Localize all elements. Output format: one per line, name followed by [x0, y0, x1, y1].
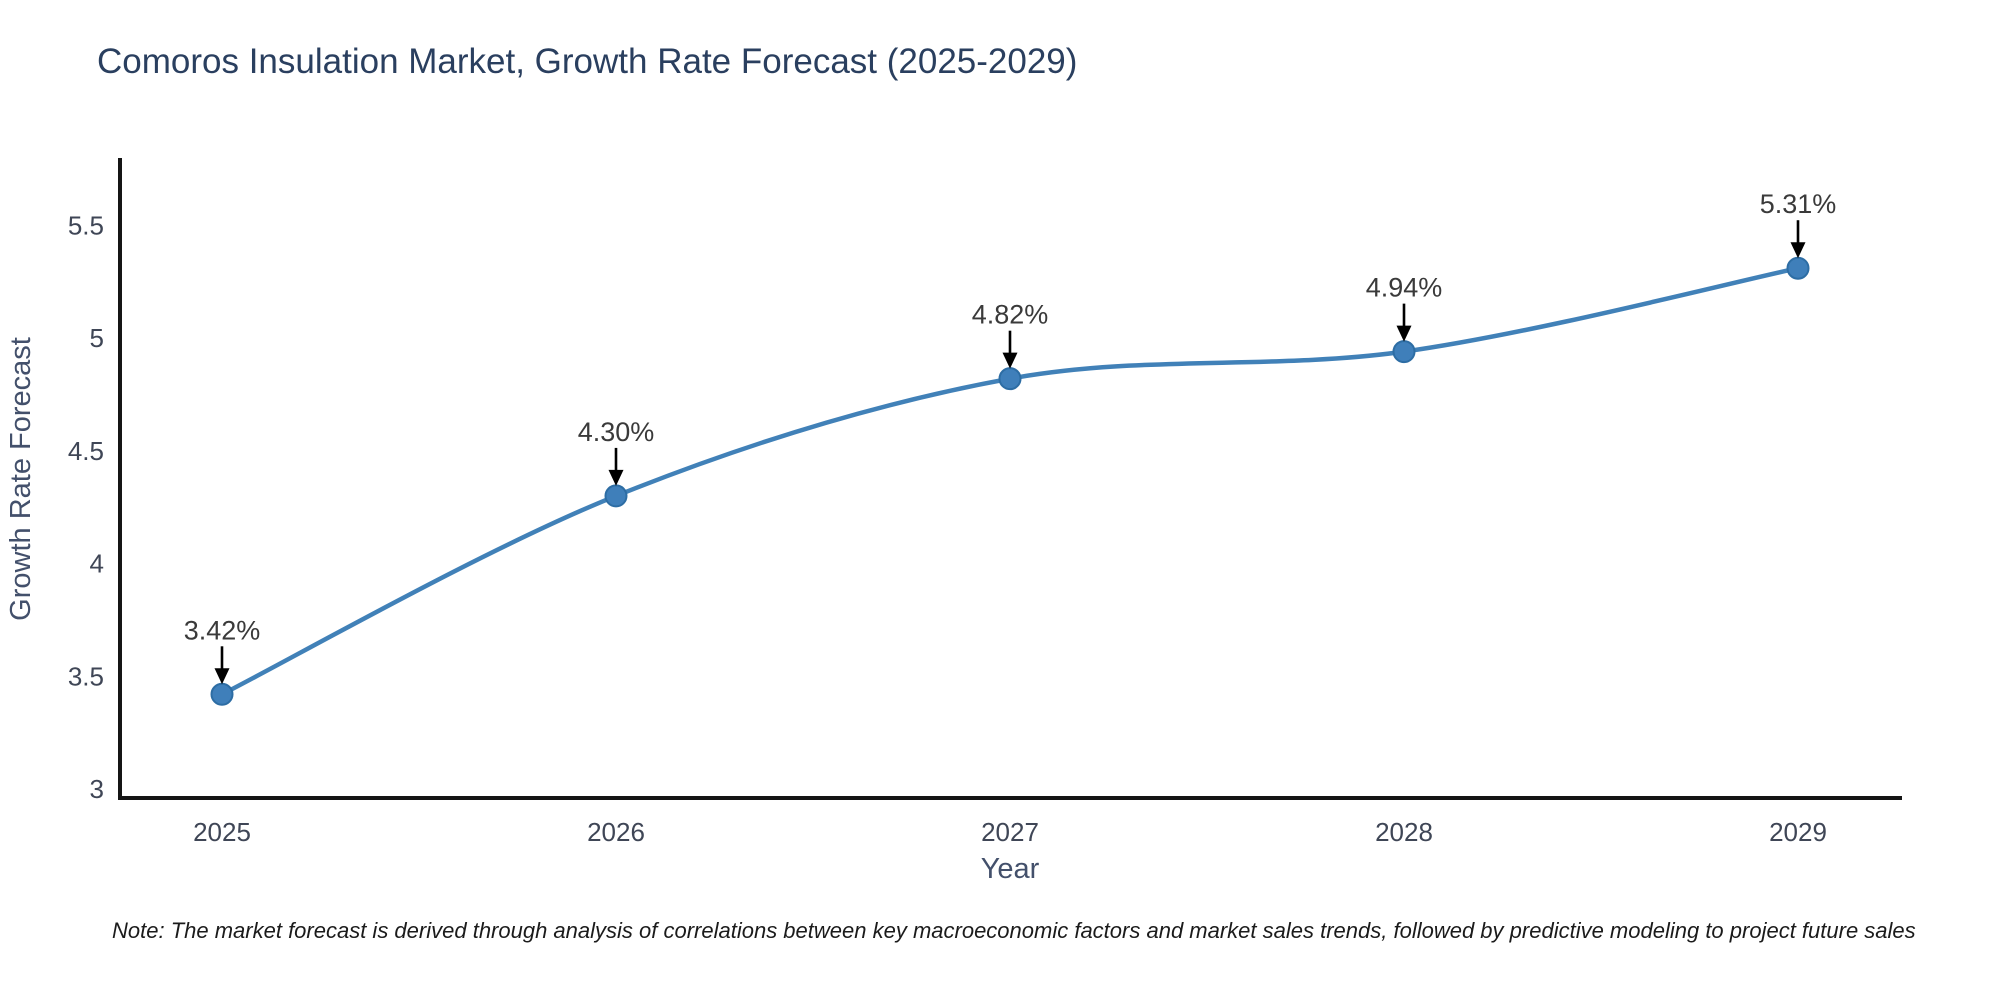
y-axis-title: Growth Rate Forecast	[5, 337, 37, 621]
data-point-marker	[1392, 340, 1416, 364]
x-tick-label: 2025	[193, 817, 251, 847]
annotation-arrow-head	[1002, 352, 1018, 369]
annotation-label: 4.94%	[1366, 273, 1443, 303]
y-tick-label: 5.5	[68, 210, 104, 240]
annotation-arrow-head	[1396, 325, 1412, 342]
annotation-arrow-head	[214, 668, 230, 685]
chart-title: Comoros Insulation Market, Growth Rate F…	[97, 42, 1078, 81]
x-tick-label: 2029	[1769, 817, 1827, 847]
annotation-arrow-head	[608, 469, 624, 486]
x-tick-label: 2026	[587, 817, 645, 847]
data-point-marker	[604, 484, 628, 508]
x-tick-label: 2027	[981, 817, 1039, 847]
annotation-label: 4.30%	[578, 417, 655, 447]
data-point-marker	[210, 682, 234, 706]
data-point-marker	[1786, 256, 1810, 280]
y-tick-label: 3.5	[68, 661, 104, 691]
annotation-layer: 3.42% 4.30% 4.82% 4.94% 5.31%	[184, 189, 1837, 685]
y-tick-label: 4	[90, 549, 104, 579]
y-tick-label: 5	[90, 323, 104, 353]
data-point-marker	[998, 367, 1022, 391]
annotation-label: 5.31%	[1760, 189, 1837, 219]
annotation-arrow-head	[1790, 242, 1806, 259]
annotation-label: 3.42%	[184, 615, 261, 645]
axes-layer: 3 3.5 4 4.5 5 5.5 2025 2026 2027 2028 2029	[68, 158, 1902, 847]
axis-spines	[118, 158, 1902, 800]
y-tick-label: 3	[90, 774, 104, 804]
footnote: Note: The market forecast is derived thr…	[112, 918, 1916, 943]
annotation-label: 4.82%	[972, 300, 1049, 330]
x-axis-title: Year	[981, 853, 1040, 885]
x-tick-label: 2028	[1375, 817, 1433, 847]
y-tick-label: 4.5	[68, 436, 104, 466]
